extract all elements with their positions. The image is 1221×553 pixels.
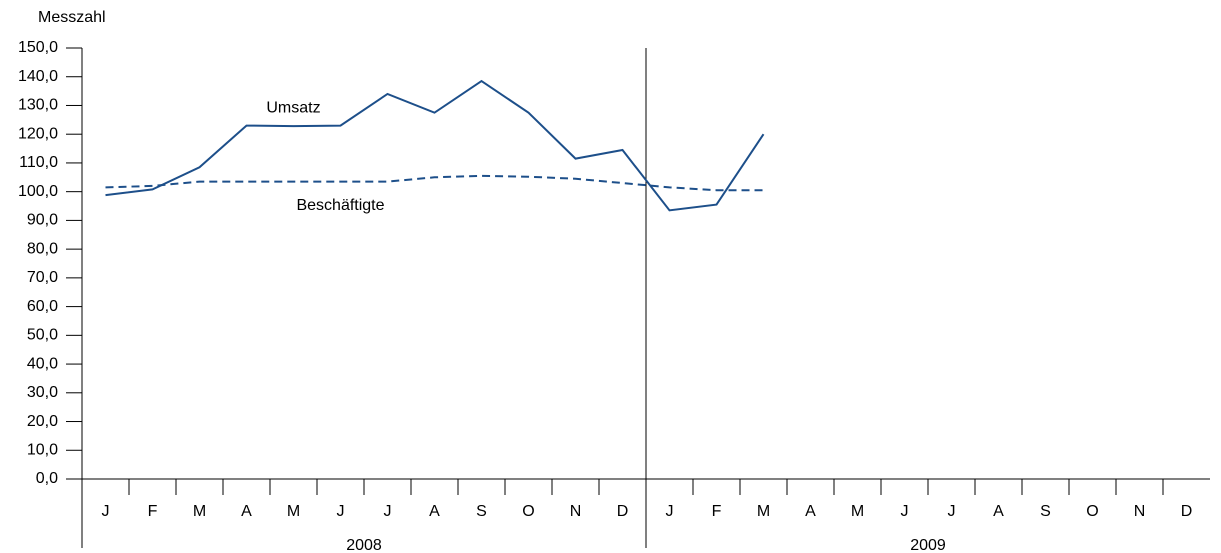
x-tick-label: A [805,503,816,520]
x-tick-label: J [384,503,392,520]
x-tick-label: D [617,503,629,520]
y-tick-label: 80,0 [27,240,58,257]
x-tick-label: N [570,503,582,520]
y-tick-label: 150,0 [18,39,58,56]
y-tick-label: 40,0 [27,355,58,372]
x-tick-label: F [148,503,158,520]
x-tick-label: J [337,503,345,520]
x-tick-label: J [948,503,956,520]
x-tick-label: F [712,503,722,520]
x-tick-label: A [241,503,252,520]
y-tick-label: 140,0 [18,68,58,85]
series-line [105,79,765,212]
y-tick-label: 120,0 [18,125,58,142]
x-tick-label: S [476,503,487,520]
x-tick-label: D [1181,503,1193,520]
y-tick-label: 30,0 [27,384,58,401]
y-tick-label: 20,0 [27,413,58,430]
x-tick-label: M [193,503,206,520]
y-tick-label: 130,0 [18,97,58,114]
y-tick-label: 50,0 [27,327,58,344]
x-tick-label: A [993,503,1004,520]
group-label: 2008 [346,537,382,553]
y-tick-label: 60,0 [27,298,58,315]
x-tick-label: J [102,503,110,520]
x-tick-label: J [901,503,909,520]
x-tick-label: S [1040,503,1051,520]
x-tick-label: O [1086,503,1098,520]
y-tick-label: 110,0 [19,154,58,171]
x-tick-label: M [287,503,300,520]
y-axis-label: Messzahl [38,9,106,26]
series-line [105,174,764,192]
y-tick-label: 0,0 [36,470,58,487]
x-tick-label: A [429,503,440,520]
y-tick-label: 70,0 [27,269,58,286]
x-tick-label: M [757,503,770,520]
group-label: 2009 [910,537,946,553]
x-tick-label: M [851,503,864,520]
x-tick-label: O [522,503,534,520]
x-tick-label: J [666,503,674,520]
y-tick-label: 90,0 [27,212,58,229]
series-label: Beschäftigte [296,197,384,214]
x-tick-label: N [1134,503,1146,520]
y-tick-label: 100,0 [18,183,58,200]
y-tick-label: 10,0 [27,441,58,458]
series-label: Umsatz [266,99,320,116]
